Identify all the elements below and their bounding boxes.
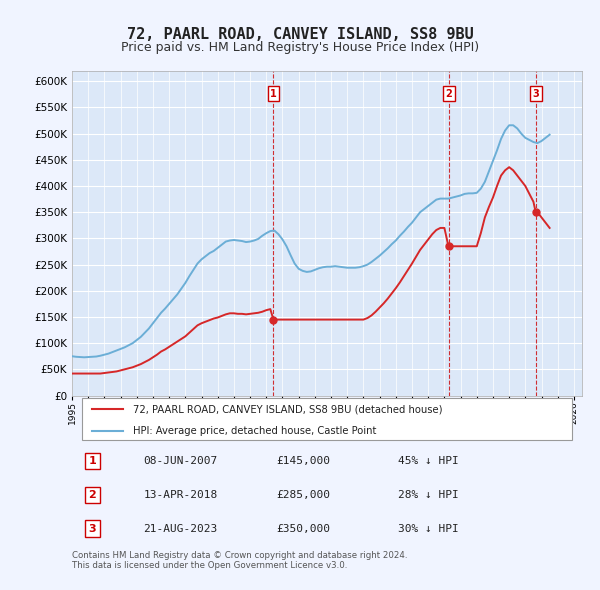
Text: 72, PAARL ROAD, CANVEY ISLAND, SS8 9BU (detached house): 72, PAARL ROAD, CANVEY ISLAND, SS8 9BU (…: [133, 404, 443, 414]
Text: Price paid vs. HM Land Registry's House Price Index (HPI): Price paid vs. HM Land Registry's House …: [121, 41, 479, 54]
Text: £350,000: £350,000: [276, 524, 330, 534]
Text: 2: 2: [89, 490, 96, 500]
Text: 3: 3: [89, 524, 96, 534]
Text: £145,000: £145,000: [276, 456, 330, 466]
Text: 28% ↓ HPI: 28% ↓ HPI: [398, 490, 459, 500]
Text: 30% ↓ HPI: 30% ↓ HPI: [398, 524, 459, 534]
FancyBboxPatch shape: [82, 398, 572, 440]
Text: 1: 1: [270, 88, 277, 99]
Text: 3: 3: [532, 88, 539, 99]
Text: £285,000: £285,000: [276, 490, 330, 500]
Text: 45% ↓ HPI: 45% ↓ HPI: [398, 456, 459, 466]
Text: HPI: Average price, detached house, Castle Point: HPI: Average price, detached house, Cast…: [133, 425, 377, 435]
Text: 72, PAARL ROAD, CANVEY ISLAND, SS8 9BU: 72, PAARL ROAD, CANVEY ISLAND, SS8 9BU: [127, 27, 473, 41]
Text: Contains HM Land Registry data © Crown copyright and database right 2024.
This d: Contains HM Land Registry data © Crown c…: [72, 550, 407, 570]
Text: 13-APR-2018: 13-APR-2018: [143, 490, 218, 500]
Text: 21-AUG-2023: 21-AUG-2023: [143, 524, 218, 534]
Text: 1: 1: [89, 456, 96, 466]
Text: 08-JUN-2007: 08-JUN-2007: [143, 456, 218, 466]
Text: 2: 2: [446, 88, 452, 99]
